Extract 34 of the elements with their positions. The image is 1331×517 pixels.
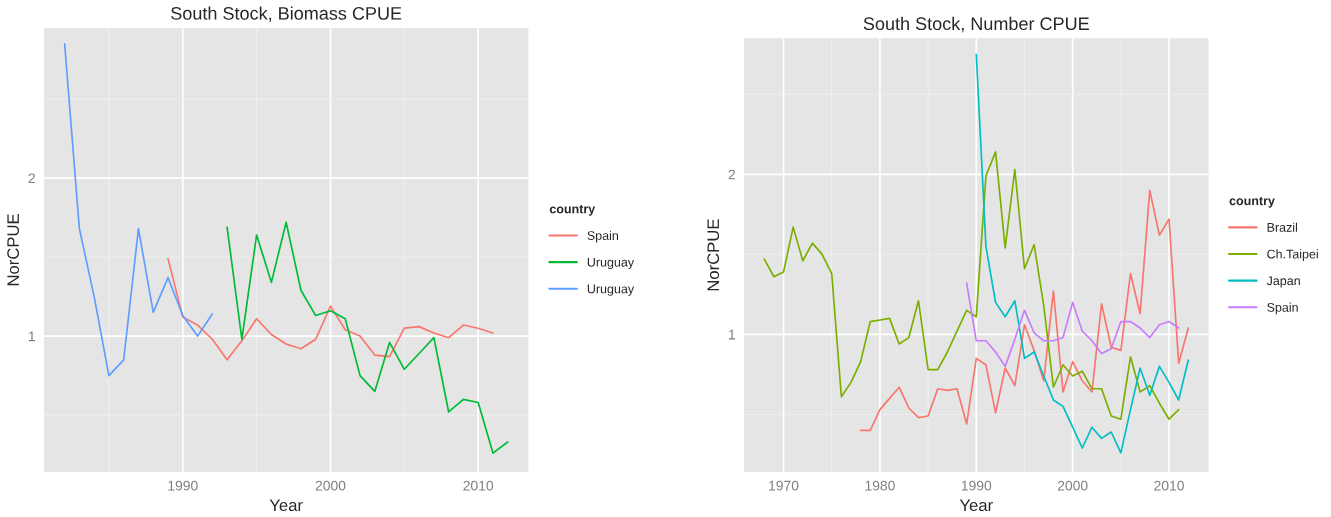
chart-title: South Stock, Biomass CPUE: [171, 6, 402, 22]
line-series: [859, 189, 1190, 432]
line-series: [226, 221, 509, 454]
line-series: [167, 257, 494, 361]
legend-label: Uruguay: [587, 284, 635, 296]
x-tick-label: 1980: [865, 480, 895, 491]
legend-label: Spain: [1267, 302, 1298, 315]
legend-label: Uruguay: [587, 257, 635, 270]
y-tick-label: 1: [729, 329, 736, 340]
line-series: [763, 151, 1180, 421]
x-tick-label: 1990: [961, 480, 992, 491]
x-axis-title: Year: [959, 499, 993, 512]
line-series: [975, 53, 1190, 454]
x-tick-label: 2000: [1057, 480, 1088, 491]
line-series: [965, 282, 1180, 368]
x-tick-label: 2010: [1154, 480, 1184, 491]
y-tick-label: 2: [28, 173, 35, 184]
legend-label: Japan: [1266, 276, 1300, 288]
line-series: [63, 42, 214, 377]
x-tick-label: 2000: [315, 480, 346, 491]
x-axis-title: Year: [269, 499, 303, 512]
legend-label: Ch.Taipei: [1267, 249, 1318, 261]
y-axis-title: NorCPUE: [707, 219, 720, 291]
x-tick-label: 1970: [769, 480, 799, 491]
legend-label: Brazil: [1267, 222, 1298, 232]
legend-label: Spain: [587, 230, 619, 243]
chart-title: South Stock, Number CPUE: [863, 16, 1089, 33]
y-tick-label: 2: [728, 169, 735, 180]
x-tick-label: 1990: [168, 480, 198, 491]
legend-title: country: [1229, 196, 1275, 208]
y-axis-title: NorCPUE: [7, 214, 20, 286]
legend-title: country: [549, 205, 596, 216]
y-tick-label: 1: [28, 331, 35, 342]
x-tick-label: 2010: [463, 480, 494, 491]
